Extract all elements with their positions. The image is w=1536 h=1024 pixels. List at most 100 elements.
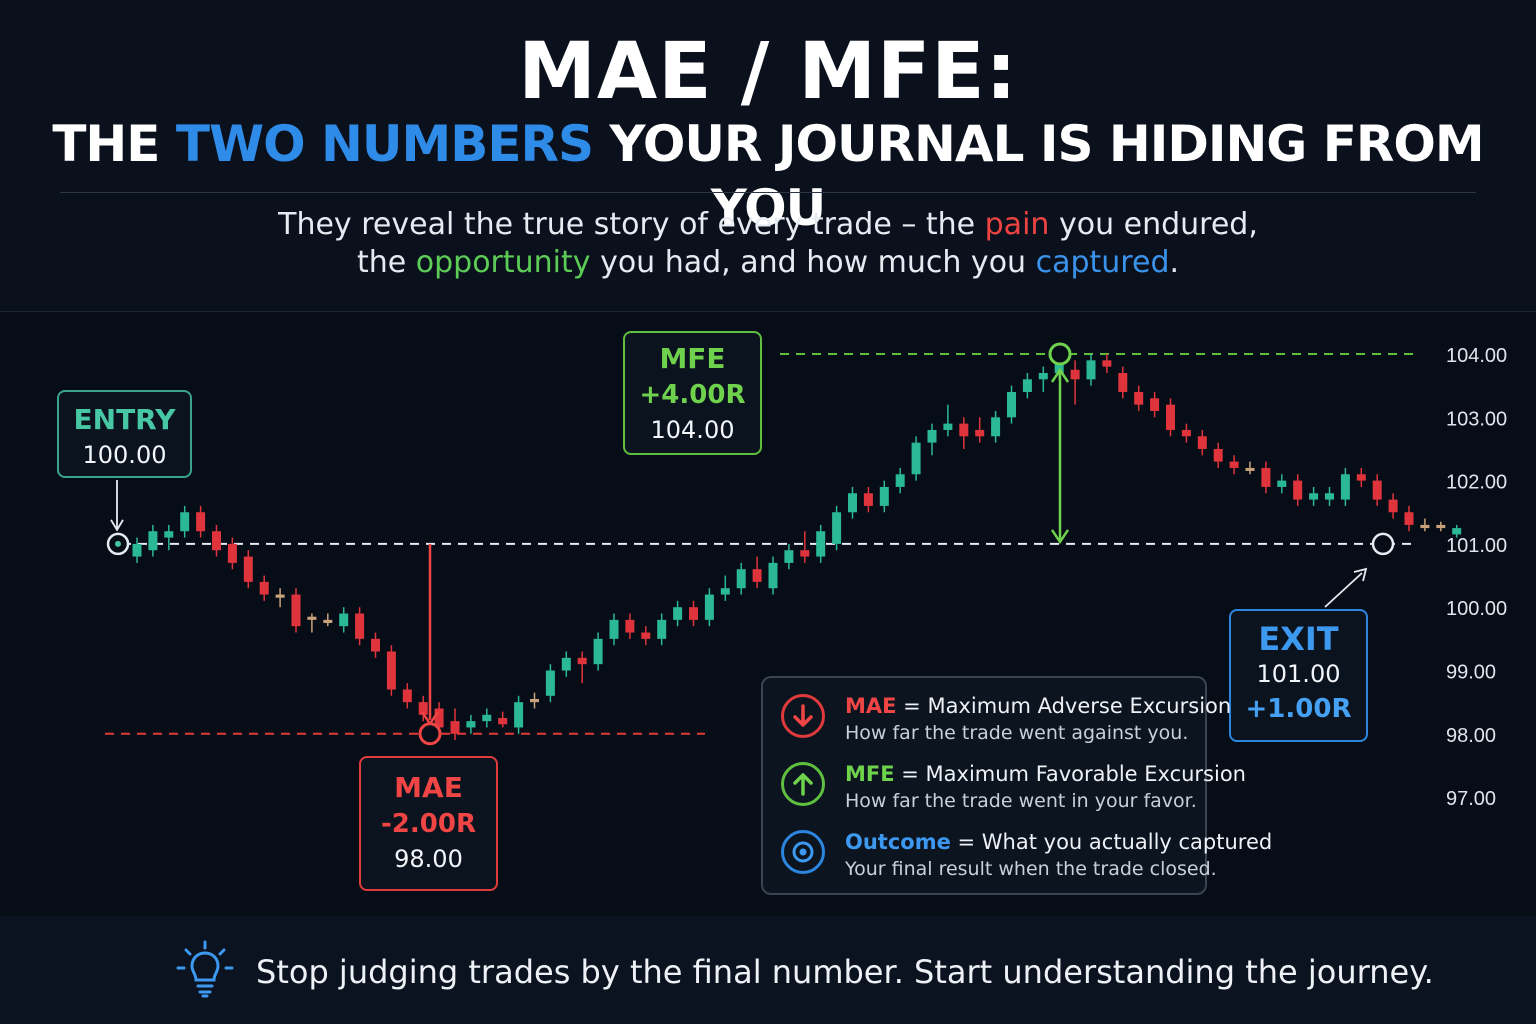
y-tick-label: 100.00 bbox=[1446, 598, 1507, 620]
tagline-p3: the bbox=[356, 245, 416, 280]
candle-body bbox=[816, 531, 826, 557]
candle-body bbox=[1197, 436, 1207, 449]
tagline-p2: you endured, bbox=[1049, 207, 1258, 242]
tagline-captured: captured bbox=[1035, 245, 1170, 280]
candle-body bbox=[1181, 429, 1191, 437]
candle-body bbox=[339, 613, 349, 627]
y-tick-label: 104.00 bbox=[1446, 345, 1507, 367]
candle-body bbox=[800, 550, 810, 557]
candle-body bbox=[227, 543, 237, 563]
candle-body bbox=[291, 594, 301, 627]
candle-body bbox=[545, 670, 555, 696]
candle-body bbox=[1340, 474, 1350, 500]
candle-body bbox=[323, 619, 333, 624]
candle-body bbox=[625, 619, 635, 633]
legend-mae-term: MAE bbox=[845, 694, 897, 718]
candle-body bbox=[1150, 398, 1160, 411]
mfe-value: 104.00 bbox=[650, 416, 735, 444]
legend-row-mfe: MFE = Maximum Favorable Excursion How fa… bbox=[779, 758, 1246, 818]
candle-body bbox=[1245, 467, 1255, 471]
candle-body bbox=[736, 569, 746, 589]
arrow-up-circle-icon bbox=[781, 762, 825, 806]
candle-body bbox=[164, 531, 174, 538]
candle-body bbox=[402, 689, 412, 703]
candle-body bbox=[848, 493, 857, 513]
candle-body bbox=[641, 632, 651, 639]
candle-body bbox=[1404, 512, 1414, 525]
candle-body bbox=[784, 550, 794, 563]
candle-body bbox=[450, 721, 460, 734]
candle-body bbox=[991, 417, 1001, 437]
candle-body bbox=[482, 714, 492, 722]
mae-marker bbox=[418, 722, 442, 746]
entry-callout: ENTRY 100.00 bbox=[57, 390, 192, 478]
candle-body bbox=[943, 423, 953, 430]
candle-body bbox=[1388, 499, 1398, 513]
candle-body bbox=[1356, 474, 1366, 481]
candle-body bbox=[1022, 379, 1032, 392]
candle-body bbox=[1309, 493, 1319, 500]
tagline-line-2: the opportunity you had, and how much yo… bbox=[0, 244, 1536, 282]
candle-body bbox=[1134, 391, 1144, 405]
y-tick-label: 97.00 bbox=[1446, 788, 1496, 810]
mfe-arrow-head-top bbox=[1050, 367, 1070, 383]
y-tick-label: 99.00 bbox=[1446, 662, 1496, 684]
legend-mfe-line: MFE = Maximum Favorable Excursion bbox=[845, 760, 1246, 788]
mfe-callout: MFE +4.00R 104.00 bbox=[623, 331, 762, 455]
candle-body bbox=[832, 512, 842, 544]
candle-body bbox=[434, 708, 444, 728]
tagline: They reveal the true story of every trad… bbox=[0, 206, 1536, 282]
arrow-down-circle-icon bbox=[781, 694, 825, 738]
mae-callout: MAE -2.00R 98.00 bbox=[359, 756, 498, 891]
candle-body bbox=[1293, 480, 1303, 500]
tagline-line-1: They reveal the true story of every trad… bbox=[0, 206, 1536, 244]
candle-body bbox=[196, 512, 206, 532]
legend-outcome-term: Outcome bbox=[845, 830, 951, 854]
candle-body bbox=[689, 607, 698, 620]
entry-pointer-head bbox=[110, 519, 124, 532]
candle-body bbox=[593, 638, 603, 665]
candle-body bbox=[657, 619, 667, 639]
candle-body bbox=[673, 607, 683, 620]
candle-body bbox=[1102, 360, 1112, 367]
y-tick-label: 101.00 bbox=[1446, 535, 1507, 557]
target-icon bbox=[781, 830, 825, 874]
candle-body bbox=[1436, 524, 1446, 529]
candle-body bbox=[180, 512, 190, 532]
exit-value: 101.00 bbox=[1256, 660, 1341, 688]
candle-body bbox=[720, 588, 730, 595]
candle-body bbox=[132, 543, 142, 557]
entry-value: 100.00 bbox=[82, 441, 167, 469]
exit-pointer-head bbox=[1353, 567, 1368, 582]
candle-body bbox=[1277, 480, 1287, 487]
header-divider bbox=[60, 192, 1476, 193]
candle-body bbox=[863, 493, 873, 506]
candle-body bbox=[275, 594, 285, 598]
candle-body bbox=[752, 569, 762, 582]
candle-body bbox=[1452, 528, 1462, 535]
lightbulb-icon bbox=[176, 940, 234, 998]
candle-body bbox=[1213, 448, 1223, 462]
legend-outcome-def: = What you actually captured bbox=[950, 830, 1273, 854]
candle-body bbox=[418, 702, 428, 715]
candle-body bbox=[466, 721, 476, 728]
candle-body bbox=[355, 613, 365, 639]
subtitle-post: YOUR JOURNAL IS HIDING FROM YOU bbox=[593, 115, 1484, 237]
candle-body bbox=[1420, 524, 1430, 529]
y-tick-label: 102.00 bbox=[1446, 472, 1507, 494]
legend-row-mae: MAE = Maximum Adverse Excursion How far … bbox=[779, 690, 1231, 750]
legend-mfe-def: = Maximum Favorable Excursion bbox=[894, 762, 1246, 786]
candle-body bbox=[879, 486, 889, 506]
y-tick-label: 98.00 bbox=[1446, 725, 1496, 747]
candle-body bbox=[975, 429, 985, 437]
legend-mfe-desc: How far the trade went in your favor. bbox=[845, 790, 1197, 812]
candle-body bbox=[307, 616, 317, 620]
candle-body bbox=[895, 474, 905, 487]
legend-box: MAE = Maximum Adverse Excursion How far … bbox=[761, 676, 1272, 895]
footer-text: Stop judging trades by the final number.… bbox=[256, 953, 1434, 991]
candle-body bbox=[1054, 360, 1064, 373]
candle-body bbox=[1086, 360, 1096, 380]
entry-label: ENTRY bbox=[73, 403, 176, 436]
mfe-label: MFE bbox=[659, 342, 726, 375]
